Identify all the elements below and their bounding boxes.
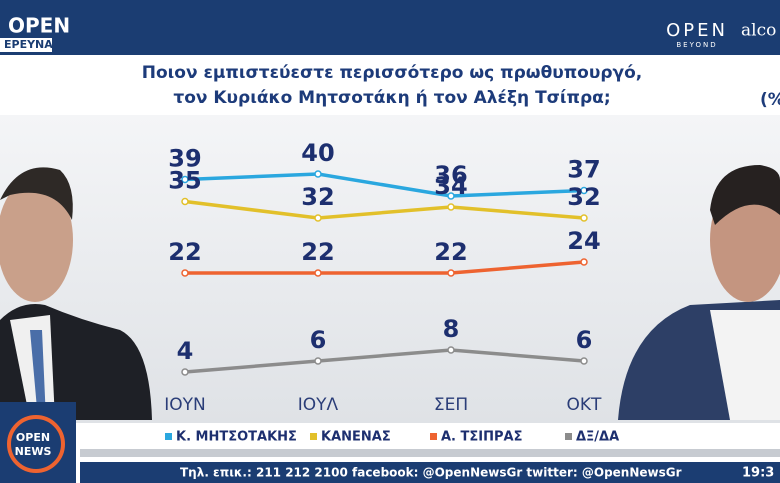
x-tick-label: ΙΟΥΝ	[164, 395, 206, 415]
news-logo-top: OPEN	[16, 431, 50, 444]
logo-bottom: ΕΡΕΥΝΑ	[4, 38, 53, 51]
x-tick-label: ΟΚΤ	[567, 395, 603, 415]
data-label: 22	[434, 238, 467, 266]
point	[447, 269, 455, 277]
news-logo-ring	[7, 415, 65, 473]
legend-label: Κ. ΜΗΤΣΟΤΑΚΗΣ	[176, 430, 297, 445]
portrait-right	[618, 165, 780, 420]
series-line	[184, 199, 585, 220]
partner2: alco	[741, 21, 776, 41]
data-label: 32	[567, 183, 600, 211]
point	[580, 186, 588, 195]
ticker-bar	[80, 462, 780, 483]
data-label: 39	[168, 145, 201, 173]
legend-label: ΚΑΝΕΝΑΣ	[321, 430, 391, 445]
point	[447, 192, 455, 200]
legend-swatch	[165, 433, 172, 440]
data-label: 40	[301, 139, 334, 167]
series-line	[184, 172, 585, 198]
ticker: Τηλ. επικ.: 211 212 2100 facebook: @Open…	[180, 466, 682, 480]
partner-top: OPEN	[666, 20, 728, 41]
data-label: 34	[434, 172, 467, 200]
chart-title: τον Κυριάκο Μητσοτάκη ή τον Αλέξη Τσίπρα…	[173, 88, 610, 108]
partner-bottom: BEYOND	[676, 41, 717, 49]
point	[314, 214, 322, 222]
point	[447, 203, 455, 211]
x-tick-label: ΙΟΥΛ	[298, 395, 339, 415]
point	[447, 346, 455, 354]
point	[181, 368, 189, 376]
top-banner	[0, 0, 780, 55]
point	[314, 170, 322, 178]
point	[580, 214, 588, 222]
data-label: 24	[567, 227, 600, 255]
unit-note: (%	[760, 90, 780, 110]
data-label: 6	[310, 326, 327, 354]
logo-strip	[0, 38, 52, 52]
point	[181, 175, 189, 184]
news-logo-bottom: NEWS	[15, 445, 52, 458]
data-label: 22	[168, 238, 201, 266]
legend-swatch	[565, 433, 572, 440]
chart-title: Ποιον εμπιστεύεστε περισσότερο ως πρωθυπ…	[142, 63, 642, 83]
portrait-left	[0, 167, 152, 420]
legend-label: Α. ΤΣΙΠΡΑΣ	[441, 430, 522, 445]
data-label: 32	[301, 183, 334, 211]
x-tick-label: ΣΕΠ	[434, 395, 468, 415]
data-label: 22	[301, 238, 334, 266]
legend-shadow	[80, 449, 780, 457]
data-label: 6	[576, 326, 593, 354]
legend-label: ΔΞ/ΔΑ	[576, 430, 619, 445]
data-label: 8	[443, 315, 460, 343]
logo-top: OPEN	[8, 14, 70, 38]
point	[314, 269, 322, 277]
clock: 19:3	[742, 466, 774, 481]
data-label: 36	[434, 161, 467, 189]
legend-swatch	[430, 433, 437, 440]
data-label: 37	[567, 156, 600, 184]
series-line	[184, 348, 585, 374]
legend-swatch	[310, 433, 317, 440]
point	[181, 197, 189, 206]
point	[580, 357, 588, 365]
data-label: 4	[177, 337, 194, 365]
point	[314, 357, 322, 365]
series-line	[185, 260, 585, 275]
point	[580, 258, 588, 266]
data-label: 35	[168, 167, 201, 195]
point	[181, 269, 189, 277]
